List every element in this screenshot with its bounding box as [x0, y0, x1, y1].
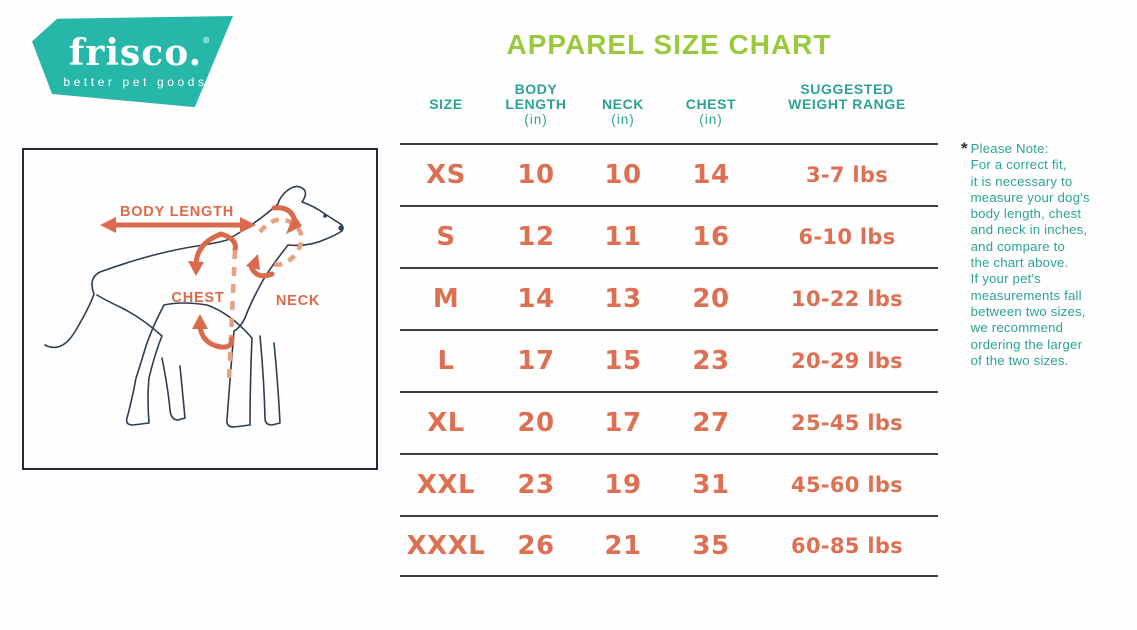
neck-girth-annotation	[246, 205, 304, 279]
brand-tagline: better pet goods	[63, 75, 208, 89]
chest-strap-dashed	[226, 249, 238, 381]
brand-name: frisco. ®	[68, 32, 210, 74]
table-row-s: S 12 11 16 6-10 lbs	[400, 205, 938, 267]
table-body: XS 10 10 14 3-7 lbs S 12 11 16 6-10 lbs …	[400, 143, 938, 577]
dog-far-front-leg	[259, 335, 281, 426]
registered-mark: ®	[202, 35, 212, 45]
neck-arrow-top	[286, 214, 302, 234]
table-row-xs: XS 10 10 14 3-7 lbs	[400, 143, 938, 205]
frisco-logo: frisco. ® better pet goods	[32, 15, 233, 108]
page-title: APPAREL SIZE CHART	[506, 29, 832, 60]
body-length-label: BODY LENGTH	[120, 204, 234, 220]
dog-diagram-svg: BODY LENGTH CHEST NECK	[44, 185, 344, 428]
chest-girth-annotation	[188, 231, 238, 381]
header-neck: NECK (in)	[601, 96, 645, 128]
fit-note: * Please Note: For a correct fit, it is ne…	[961, 139, 1133, 369]
size-table: SIZE BODY LENGTH (in) NECK (in) CHEST (i…	[400, 80, 938, 577]
table-header-row: SIZE BODY LENGTH (in) NECK (in) CHEST (i…	[400, 80, 938, 143]
header-chest: CHEST (in)	[685, 96, 737, 128]
table-row-xxl: XXL 23 19 31 45-60 lbs	[400, 453, 938, 515]
neck-label: NECK	[276, 293, 320, 309]
body-length-arrow	[100, 217, 256, 233]
arrowhead-right	[240, 217, 256, 233]
table-row-l: L 17 15 23 20-29 lbs	[400, 329, 938, 391]
arrowhead-left	[100, 217, 116, 233]
neck-arrow-bottom	[246, 254, 260, 270]
dog-outline	[44, 185, 344, 428]
table-row-xxxl: XXXL 26 21 35 60-85 lbs	[400, 515, 938, 577]
chest-arrow-up	[192, 314, 208, 329]
dog-eye	[323, 214, 327, 218]
neck-strap-dashed	[258, 217, 304, 267]
chest-arrow-down	[188, 261, 204, 276]
dog-far-hind-leg	[161, 357, 186, 421]
table-row-xl: XL 20 17 27 25-45 lbs	[400, 391, 938, 453]
table-row-m: M 14 13 20 10-22 lbs	[400, 267, 938, 329]
note-asterisk: *	[961, 139, 968, 158]
chest-label: CHEST	[171, 290, 224, 306]
header-weight-range: SUGGESTED WEIGHT RANGE	[788, 81, 906, 112]
note-text: Please Note: For a correct fit, it is nece…	[970, 141, 1090, 368]
dog-nose	[338, 225, 344, 231]
header-size: SIZE	[429, 96, 463, 112]
brand-text: frisco.	[68, 32, 203, 74]
header-body-length: BODY LENGTH (in)	[505, 81, 567, 128]
dog-measurement-diagram: BODY LENGTH CHEST NECK	[22, 148, 378, 470]
